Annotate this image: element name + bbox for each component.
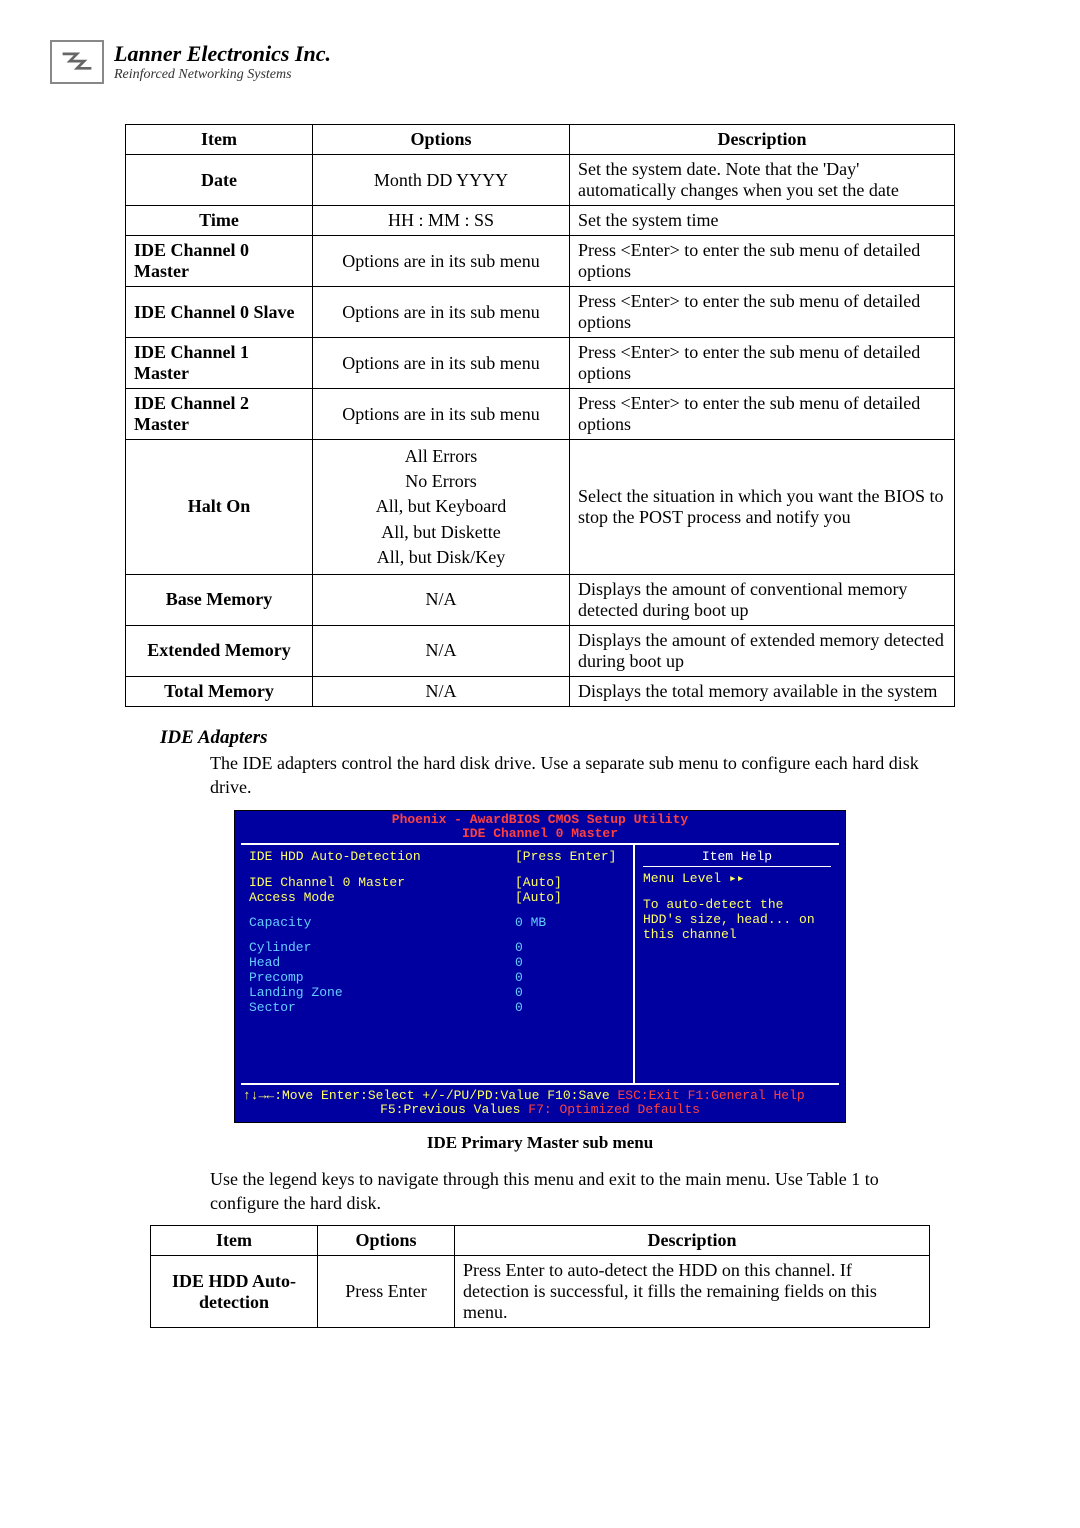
cell-item: Extended Memory (126, 625, 313, 676)
cell-description: Select the situation in which you want t… (570, 440, 955, 575)
table-row: DateMonth DD YYYYSet the system date. No… (126, 155, 955, 206)
cell-description: Press <Enter> to enter the sub menu of d… (570, 236, 955, 287)
cell-description: Displays the amount of conventional memo… (570, 574, 955, 625)
bios-help-line: this channel (643, 927, 831, 942)
bios-row: Access Mode[Auto] (249, 890, 625, 905)
cell-item: IDE HDD Auto-detection (151, 1256, 318, 1328)
table1-header-description: Description (570, 125, 955, 155)
cell-description: Press <Enter> to enter the sub menu of d… (570, 287, 955, 338)
cell-item: Date (126, 155, 313, 206)
bios-row: Cylinder 0 (249, 940, 625, 955)
table1-header-item: Item (126, 125, 313, 155)
table1-header-options: Options (313, 125, 570, 155)
bios-footer: ↑↓→←:Move Enter:Select +/-/PU/PD:Value F… (235, 1087, 845, 1122)
bios-screenshot: Phoenix - AwardBIOS CMOS Setup Utility I… (234, 810, 846, 1123)
table-row: Base MemoryN/ADisplays the amount of con… (126, 574, 955, 625)
cell-options: Options are in its sub menu (313, 236, 570, 287)
bios-footer-2b: F7: Optimized Defaults (528, 1102, 700, 1117)
section-heading: IDE Adapters (160, 727, 1030, 749)
logo-icon (50, 40, 104, 84)
body-text-2: Use the legend keys to navigate through … (210, 1167, 920, 1216)
cell-options: Options are in its sub menu (313, 338, 570, 389)
table2-header-description: Description (455, 1226, 930, 1256)
cell-item: Halt On (126, 440, 313, 575)
bios-caption: IDE Primary Master sub menu (50, 1133, 1030, 1153)
cell-item: Total Memory (126, 676, 313, 706)
table-row: Halt OnAll ErrorsNo ErrorsAll, but Keybo… (126, 440, 955, 575)
cell-item: IDE Channel 0 Master (126, 236, 313, 287)
cell-description: Press <Enter> to enter the sub menu of d… (570, 389, 955, 440)
cell-description: Press <Enter> to enter the sub menu of d… (570, 338, 955, 389)
bios-row: Sector 0 (249, 1000, 625, 1015)
section-body: The IDE adapters control the hard disk d… (210, 751, 920, 800)
bios-row: Precomp 0 (249, 970, 625, 985)
table-row: IDE Channel 2 MasterOptions are in its s… (126, 389, 955, 440)
cell-item: IDE Channel 2 Master (126, 389, 313, 440)
cell-item: IDE Channel 1 Master (126, 338, 313, 389)
bios-row: Capacity 0 MB (249, 915, 625, 930)
cell-item: Time (126, 206, 313, 236)
table2-header-item: Item (151, 1226, 318, 1256)
bios-help-line: HDD's size, head... on (643, 912, 831, 927)
cell-description: Displays the amount of extended memory d… (570, 625, 955, 676)
bios-row: IDE HDD Auto-Detection[Press Enter] (249, 849, 625, 864)
cell-item: Base Memory (126, 574, 313, 625)
logo-subtitle: Reinforced Networking Systems (114, 67, 331, 83)
cell-description: Set the system time (570, 206, 955, 236)
cell-options: N/A (313, 676, 570, 706)
bios-row: IDE Channel 0 Master[Auto] (249, 875, 625, 890)
cell-options: HH : MM : SS (313, 206, 570, 236)
bios-footer-1a: ↑↓→←:Move Enter:Select +/-/PU/PD:Value F… (243, 1088, 617, 1103)
ide-hdd-table: Item Options Description IDE HDD Auto-de… (150, 1225, 930, 1328)
table-row: Total MemoryN/ADisplays the total memory… (126, 676, 955, 706)
bios-row: Landing Zone 0 (249, 985, 625, 1000)
table-row: TimeHH : MM : SSSet the system time (126, 206, 955, 236)
logo-block: Lanner Electronics Inc. Reinforced Netwo… (50, 40, 1030, 84)
bios-help-panel: Item Help Menu Level ▸▸ To auto-detect t… (635, 845, 839, 1083)
cmos-options-table: Item Options Description DateMonth DD YY… (125, 124, 955, 707)
bios-footer-1b: ESC:Exit F1:General Help (617, 1088, 804, 1103)
cell-options: Month DD YYYY (313, 155, 570, 206)
bios-help-line (643, 886, 831, 896)
table-row: IDE Channel 0 SlaveOptions are in its su… (126, 287, 955, 338)
table-row: Extended MemoryN/ADisplays the amount of… (126, 625, 955, 676)
table-row: IDE HDD Auto-detectionPress EnterPress E… (151, 1256, 930, 1328)
bios-title-1: Phoenix - AwardBIOS CMOS Setup Utility (235, 813, 845, 827)
bios-footer-2a: F5:Previous Values (380, 1102, 528, 1117)
cell-description: Press Enter to auto-detect the HDD on th… (455, 1256, 930, 1328)
table-row: IDE Channel 0 MasterOptions are in its s… (126, 236, 955, 287)
bios-title-2: IDE Channel 0 Master (235, 827, 845, 841)
cell-options: Options are in its sub menu (313, 287, 570, 338)
cell-options: Press Enter (318, 1256, 455, 1328)
cell-description: Set the system date. Note that the 'Day'… (570, 155, 955, 206)
cell-item: IDE Channel 0 Slave (126, 287, 313, 338)
bios-help-line: Menu Level ▸▸ (643, 871, 831, 886)
bios-row: Head 0 (249, 955, 625, 970)
cell-options: All ErrorsNo ErrorsAll, but KeyboardAll,… (313, 440, 570, 575)
table-row: IDE Channel 1 MasterOptions are in its s… (126, 338, 955, 389)
logo-title: Lanner Electronics Inc. (114, 41, 331, 67)
bios-help-heading: Item Help (643, 849, 831, 867)
cell-description: Displays the total memory available in t… (570, 676, 955, 706)
cell-options: N/A (313, 625, 570, 676)
cell-options: N/A (313, 574, 570, 625)
bios-left-panel: IDE HDD Auto-Detection[Press Enter] IDE … (241, 845, 635, 1083)
table2-header-options: Options (318, 1226, 455, 1256)
cell-options: Options are in its sub menu (313, 389, 570, 440)
bios-help-line: To auto-detect the (643, 897, 831, 912)
